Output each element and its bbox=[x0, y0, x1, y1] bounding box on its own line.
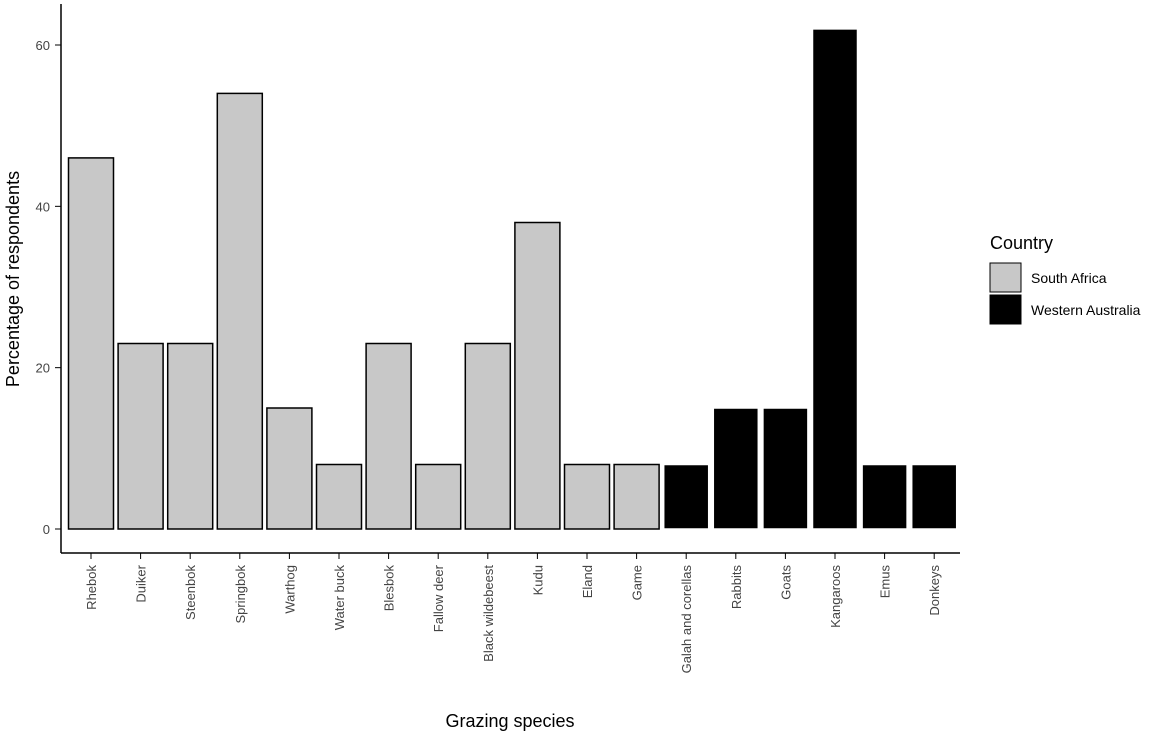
bar-steenbok bbox=[166, 342, 214, 530]
bar-galah-and-corellas bbox=[662, 463, 710, 530]
bar-kudu bbox=[514, 221, 561, 530]
bar-game bbox=[613, 463, 660, 530]
legend: Country South Africa Western Australia bbox=[989, 233, 1141, 325]
x-tick-label-warthog: Warthog bbox=[282, 565, 297, 614]
legend-key-western-australia bbox=[989, 294, 1022, 325]
x-ticks-group: Rhebok Duiker Steenbok Springbok Warthog Wate… bbox=[84, 553, 942, 673]
bar-emus bbox=[861, 463, 908, 530]
bars-group bbox=[67, 28, 958, 530]
x-tick-label-water-buck: Water buck bbox=[332, 565, 347, 631]
axes-group bbox=[60, 4, 960, 554]
x-tick-label-game: Game bbox=[630, 565, 645, 600]
bar-kangaroos bbox=[811, 28, 859, 530]
bar-blesbok bbox=[365, 342, 412, 530]
bar-springbok bbox=[216, 92, 264, 530]
x-tick-label-blesbok: Blesbok bbox=[382, 565, 397, 612]
bar-warthog bbox=[266, 407, 313, 530]
bar-donkeys bbox=[910, 463, 958, 530]
x-tick-label-rabbits: Rabbits bbox=[729, 565, 744, 610]
y-tick-label-20: 20 bbox=[36, 361, 50, 376]
bar-fallow-deer bbox=[414, 463, 462, 530]
x-tick-label-kangaroos: Kangaroos bbox=[828, 565, 843, 628]
x-tick-label-galah-and-corellas: Galah and corellas bbox=[679, 565, 694, 674]
bar-black-wildebeest bbox=[464, 342, 512, 530]
bar-eland bbox=[563, 463, 611, 530]
legend-title: Country bbox=[990, 233, 1053, 253]
legend-label-south-africa: South Africa bbox=[1031, 270, 1107, 286]
x-axis-title: Grazing species bbox=[445, 711, 574, 731]
bar-rabbits bbox=[712, 407, 760, 530]
x-tick-label-eland: Eland bbox=[580, 565, 595, 598]
x-tick-label-donkeys: Donkeys bbox=[927, 565, 942, 616]
bar-water-buck bbox=[315, 463, 363, 530]
y-axis-title: Percentage of respondents bbox=[3, 171, 23, 387]
legend-label-western-australia: Western Australia bbox=[1031, 302, 1141, 318]
legend-entries: South Africa Western Australia bbox=[989, 262, 1141, 325]
y-ticks-group: 0 20 40 60 bbox=[36, 38, 61, 537]
x-tick-label-springbok: Springbok bbox=[233, 565, 248, 624]
x-tick-label-fallow-deer: Fallow deer bbox=[431, 564, 446, 632]
y-tick-label-0: 0 bbox=[43, 522, 50, 537]
bar-rhebok bbox=[67, 157, 115, 530]
x-tick-label-black-wildebeest: Black wildebeest bbox=[481, 565, 496, 662]
bar-duiker bbox=[117, 342, 164, 530]
x-tick-label-kudu: Kudu bbox=[530, 565, 545, 595]
x-tick-label-goats: Goats bbox=[778, 565, 793, 600]
bar-goats bbox=[762, 407, 809, 530]
legend-key-south-africa bbox=[989, 262, 1022, 293]
y-tick-label-60: 60 bbox=[36, 38, 50, 53]
x-tick-label-emus: Emus bbox=[878, 565, 893, 599]
x-tick-label-steenbok: Steenbok bbox=[183, 565, 198, 620]
x-tick-label-duiker: Duiker bbox=[134, 564, 149, 602]
y-tick-label-40: 40 bbox=[36, 199, 50, 214]
x-tick-label-rhebok: Rhebok bbox=[84, 565, 99, 610]
